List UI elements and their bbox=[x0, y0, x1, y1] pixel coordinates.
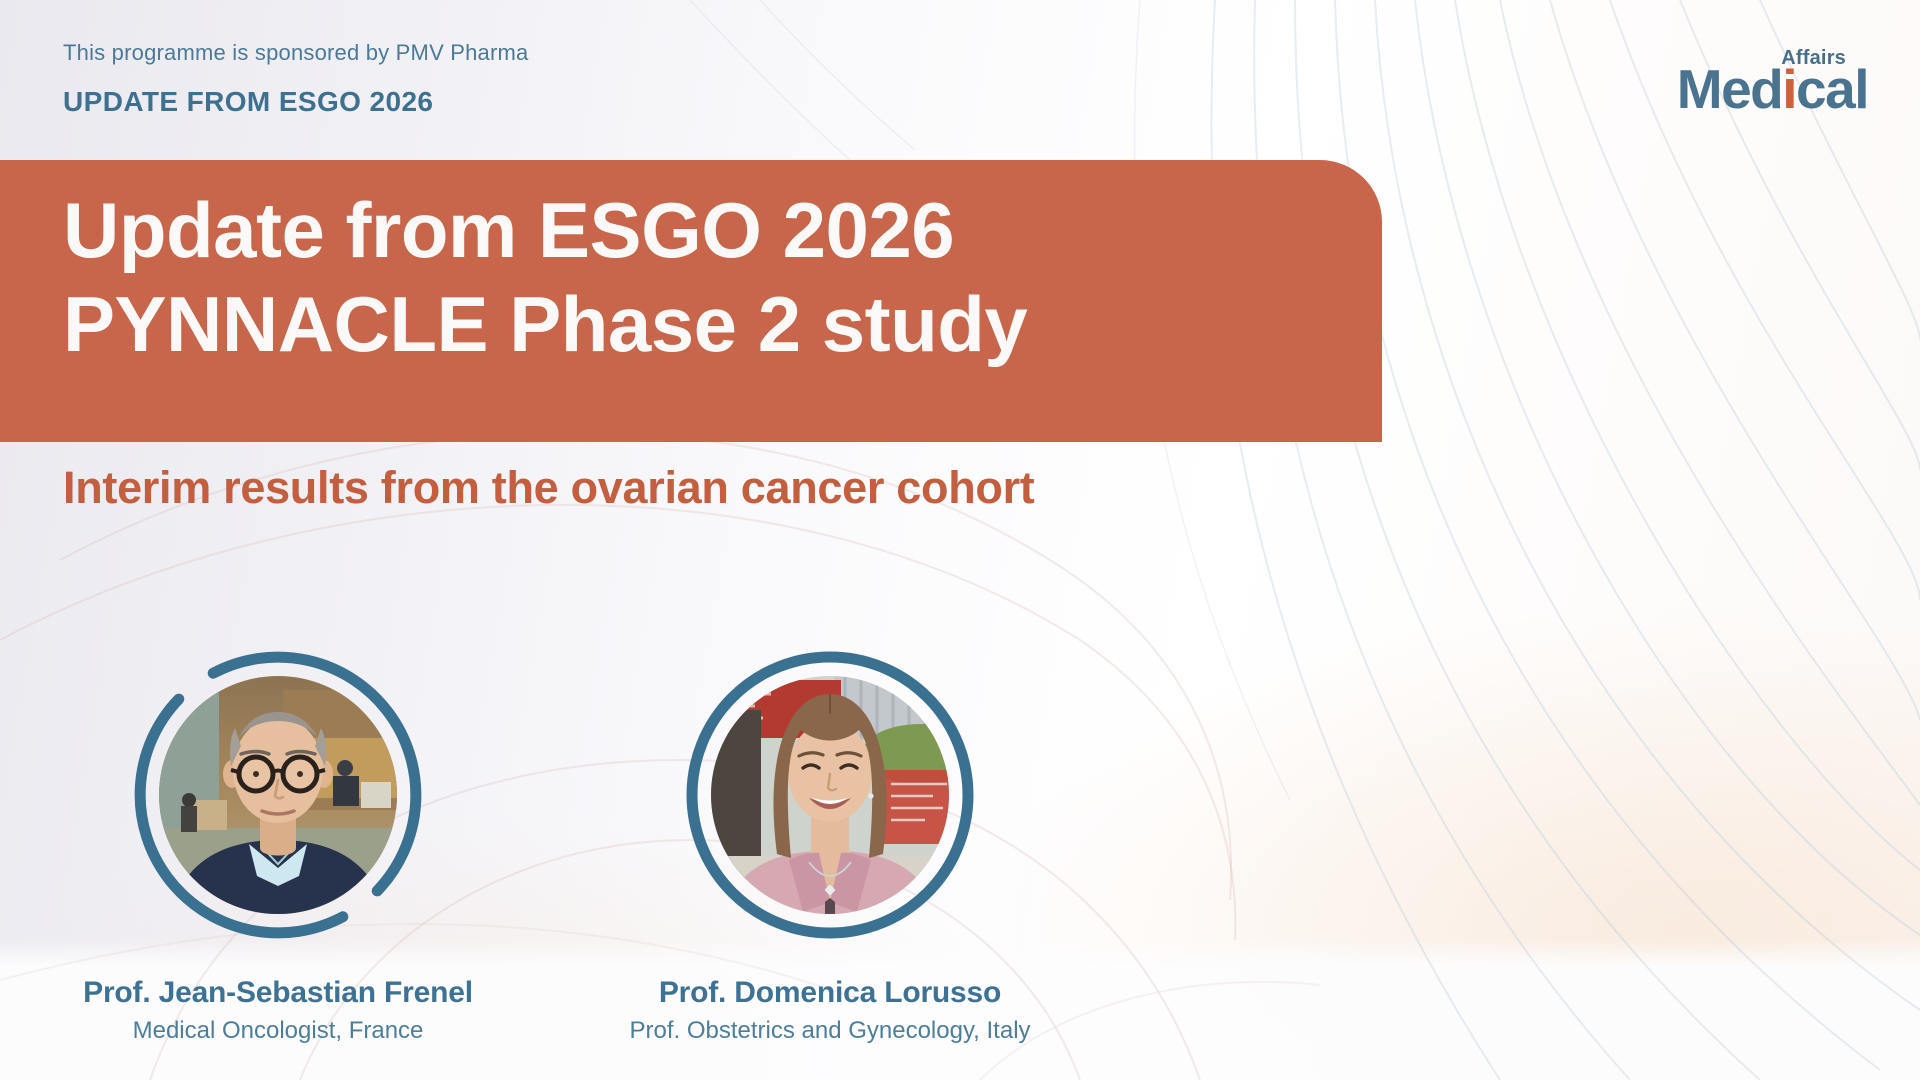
page-title: Update from ESGO 2026 PYNNACLE Phase 2 s… bbox=[0, 160, 1382, 371]
medical-affairs-logo: Affairs Medical bbox=[1676, 47, 1870, 120]
programme-label: UPDATE FROM ESGO 2026 bbox=[63, 86, 434, 117]
speaker-name: Prof. Domenica Lorusso bbox=[658, 976, 1002, 1009]
title-line-1: Update from ESGO 2026 bbox=[63, 186, 955, 274]
logo-orange-i: i bbox=[1782, 58, 1797, 120]
speaker-ring-arc bbox=[134, 651, 422, 939]
speaker-role: Medical Oncologist, France bbox=[132, 1017, 424, 1044]
logo-affairs-text: Affairs bbox=[1781, 47, 1846, 69]
title-banner: Update from ESGO 2026 PYNNACLE Phase 2 s… bbox=[0, 160, 1382, 442]
speaker-photo-frenel bbox=[134, 651, 422, 939]
logo-medical-text: Medical bbox=[1676, 58, 1870, 120]
sponsor-text: This programme is sponsored by PMV Pharm… bbox=[63, 40, 529, 65]
speaker-card-lorusso: Prof. Domenica Lorusso Prof. Obstetrics … bbox=[629, 650, 1031, 1044]
speaker-role: Prof. Obstetrics and Gynecology, Italy bbox=[629, 1017, 1031, 1044]
speaker-card-frenel: Prof. Jean-Sebastian Frenel Medical Onco… bbox=[83, 650, 473, 1044]
subtitle: Interim results from the ovarian cancer … bbox=[63, 462, 1035, 513]
title-line-2: PYNNACLE Phase 2 study bbox=[63, 279, 1028, 368]
speaker-name: Prof. Jean-Sebastian Frenel bbox=[83, 976, 473, 1009]
speaker-ring-full bbox=[686, 651, 974, 939]
speaker-photo-lorusso bbox=[686, 651, 974, 939]
